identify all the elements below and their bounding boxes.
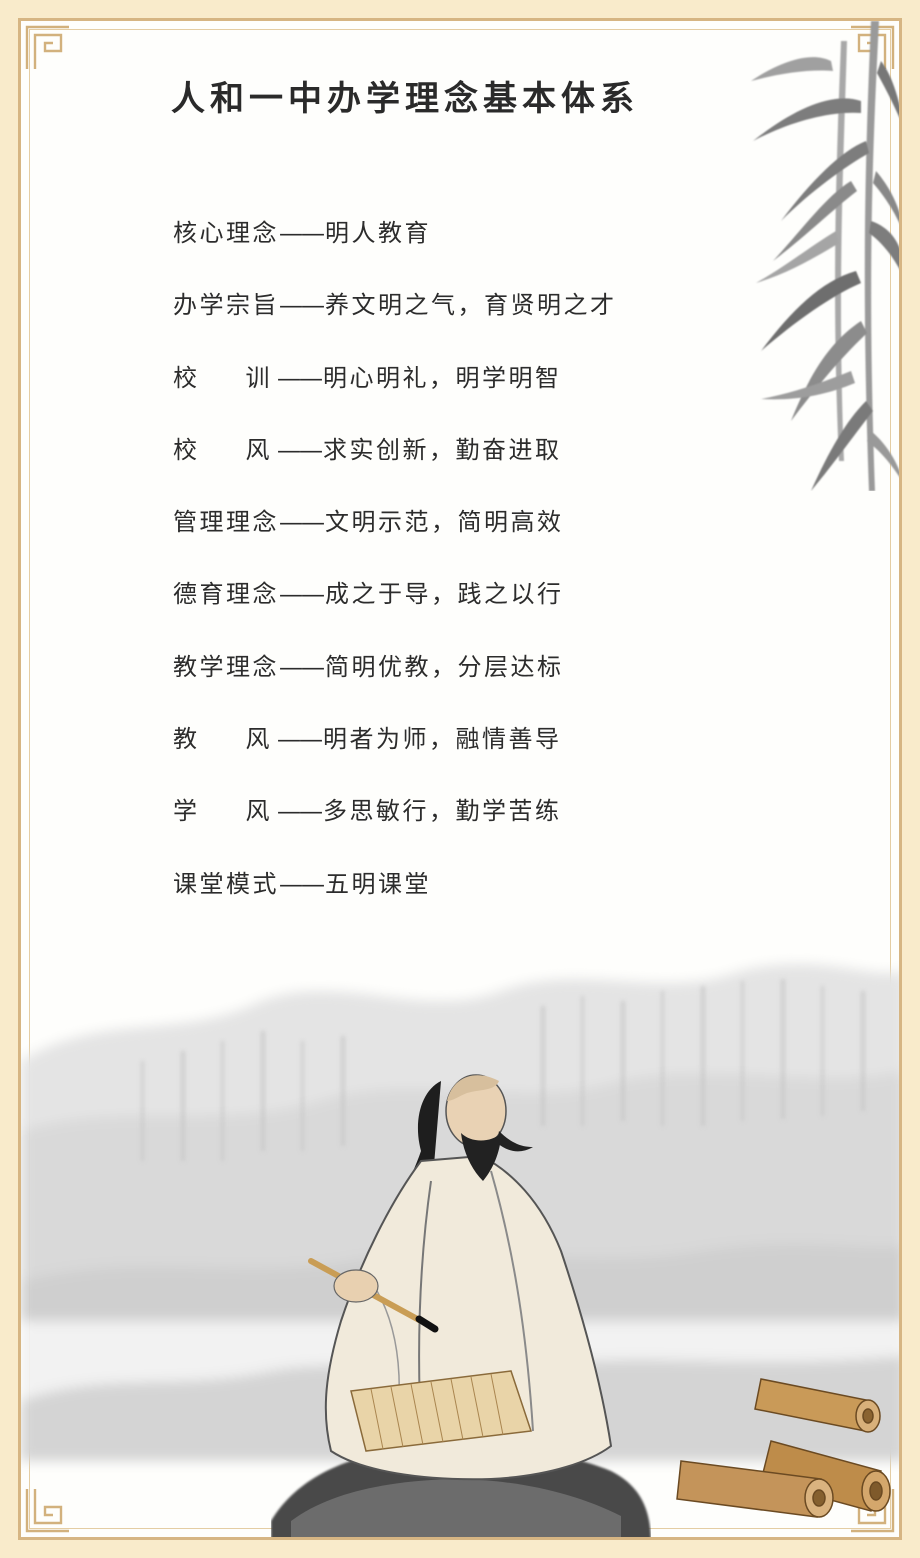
principle-label-second: 风 — [245, 797, 272, 826]
principle-separator: —— — [277, 363, 323, 392]
poster-frame: 人和一中办学理念基本体系 核心理念——明人教育 办学宗旨——养文明之气，育贤明之… — [18, 18, 902, 1540]
principle-separator: —— — [279, 652, 325, 681]
principle-separator: —— — [277, 725, 323, 754]
principle-core-concept: 核心理念——明人教育 — [173, 213, 617, 285]
principle-label-first: 学 — [173, 797, 200, 826]
principle-label: 教学理念 — [173, 652, 279, 681]
principle-separator: —— — [279, 291, 325, 320]
principle-content: 多思敏行，勤学苦练 — [323, 797, 562, 826]
principle-management: 管理理念——文明示范，简明高效 — [173, 502, 617, 574]
principle-label-first: 教 — [173, 725, 200, 754]
principle-label-second: 训 — [245, 363, 272, 392]
principle-content: 求实创新，勤奋进取 — [323, 435, 562, 464]
principles-list: 核心理念——明人教育 办学宗旨——养文明之气，育贤明之才 校训 ——明心明礼，明学… — [173, 213, 617, 936]
principle-learning-style: 学风 ——多思敏行，勤学苦练 — [173, 791, 617, 863]
principle-label-first: 校 — [173, 363, 200, 392]
principle-content: 简明优教，分层达标 — [325, 652, 564, 681]
corner-ornament-top-left — [25, 25, 69, 69]
principle-separator: —— — [277, 435, 323, 464]
principle-content: 明人教育 — [325, 219, 431, 247]
principle-label-second: 风 — [245, 725, 272, 754]
principle-label: 核心理念 — [173, 219, 279, 247]
principle-teaching-style: 教风 ——明者为师，融情善导 — [173, 719, 617, 791]
principle-separator: —— — [279, 580, 325, 609]
mountain-mist-painting — [21, 964, 899, 1461]
principle-label: 办学宗旨 — [173, 291, 279, 320]
principle-label: 德育理念 — [173, 580, 279, 609]
principle-label: 学风 — [173, 791, 277, 831]
principle-separator: —— — [279, 508, 325, 537]
principle-label: 教风 — [173, 719, 277, 759]
principle-label-second: 风 — [245, 435, 272, 464]
corner-ornament-bottom-right — [851, 1489, 895, 1533]
principle-content: 文明示范，简明高效 — [325, 508, 564, 537]
principle-content: 成之于导，践之以行 — [325, 580, 564, 609]
principle-content: 五明课堂 — [325, 869, 431, 898]
principle-label: 校训 — [173, 358, 277, 398]
principle-content: 明心明礼，明学明智 — [323, 363, 562, 392]
page-title: 人和一中办学理念基本体系 — [171, 79, 639, 119]
principle-content: 明者为师，融情善导 — [323, 725, 562, 754]
principle-teaching: 教学理念——简明优教，分层达标 — [173, 647, 617, 719]
corner-ornament-top-right — [851, 25, 895, 69]
principle-separator: —— — [279, 219, 325, 247]
principle-content: 养文明之气，育贤明之才 — [325, 291, 617, 320]
principle-school-ethos: 校风 ——求实创新，勤奋进取 — [173, 430, 617, 502]
principle-school-motto: 校训 ——明心明礼，明学明智 — [173, 358, 617, 430]
principle-school-aim: 办学宗旨——养文明之气，育贤明之才 — [173, 285, 617, 357]
principle-classroom-model: 课堂模式——五明课堂 — [173, 864, 617, 936]
bamboo-painting — [751, 21, 899, 491]
principle-label-first: 校 — [173, 435, 200, 464]
principle-label: 课堂模式 — [173, 869, 279, 898]
scholar-figure — [271, 1074, 651, 1537]
principle-separator: —— — [277, 797, 323, 826]
principle-moral-education: 德育理念——成之于导，践之以行 — [173, 574, 617, 646]
corner-ornament-bottom-left — [25, 1489, 69, 1533]
principle-label: 管理理念 — [173, 508, 279, 537]
principle-label: 校风 — [173, 430, 277, 470]
principle-separator: —— — [279, 869, 325, 898]
